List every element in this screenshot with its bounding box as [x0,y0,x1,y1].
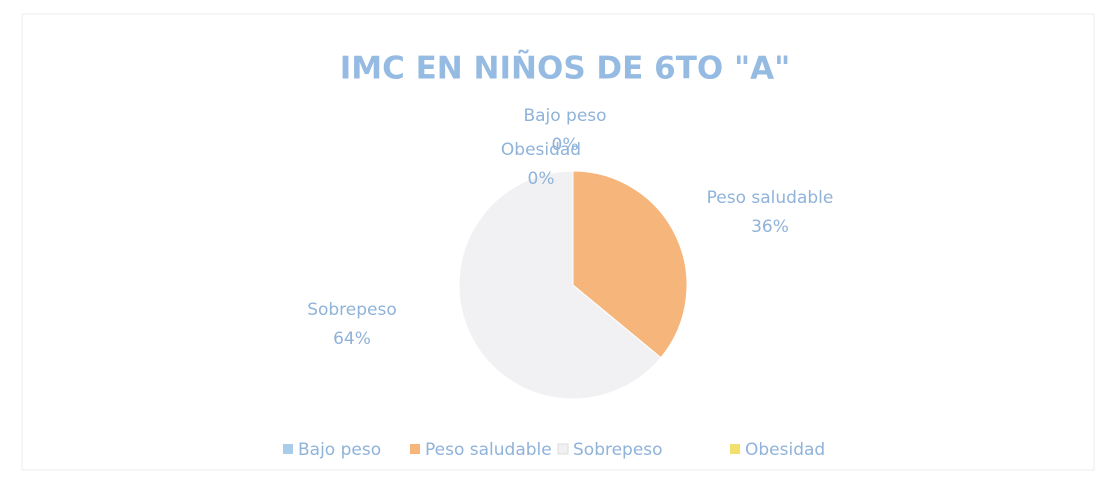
legend-swatch [730,444,740,454]
legend-label: Sobrepeso [573,440,663,460]
pie-slice [458,170,662,400]
pie-slice [572,170,688,359]
data-label-name: Obesidad [501,140,581,160]
legend-swatch [283,444,293,454]
legend-label: Bajo peso [298,440,381,460]
data-label-value: 64% [333,329,371,349]
data-label-value: 0% [552,135,579,155]
data-label-value: 0% [528,169,555,189]
data-label-name: Bajo peso [523,106,606,126]
legend-label: Peso saludable [425,440,552,460]
data-label-name: Sobrepeso [307,300,397,320]
legend-swatch [410,444,420,454]
data-label-name: Peso saludable [707,188,834,208]
chart-title: IMC EN NIÑOS DE 6TO "A" [340,50,791,87]
data-label-value: 36% [751,217,789,237]
legend-label: Obesidad [745,440,825,460]
legend-swatch [557,443,569,455]
